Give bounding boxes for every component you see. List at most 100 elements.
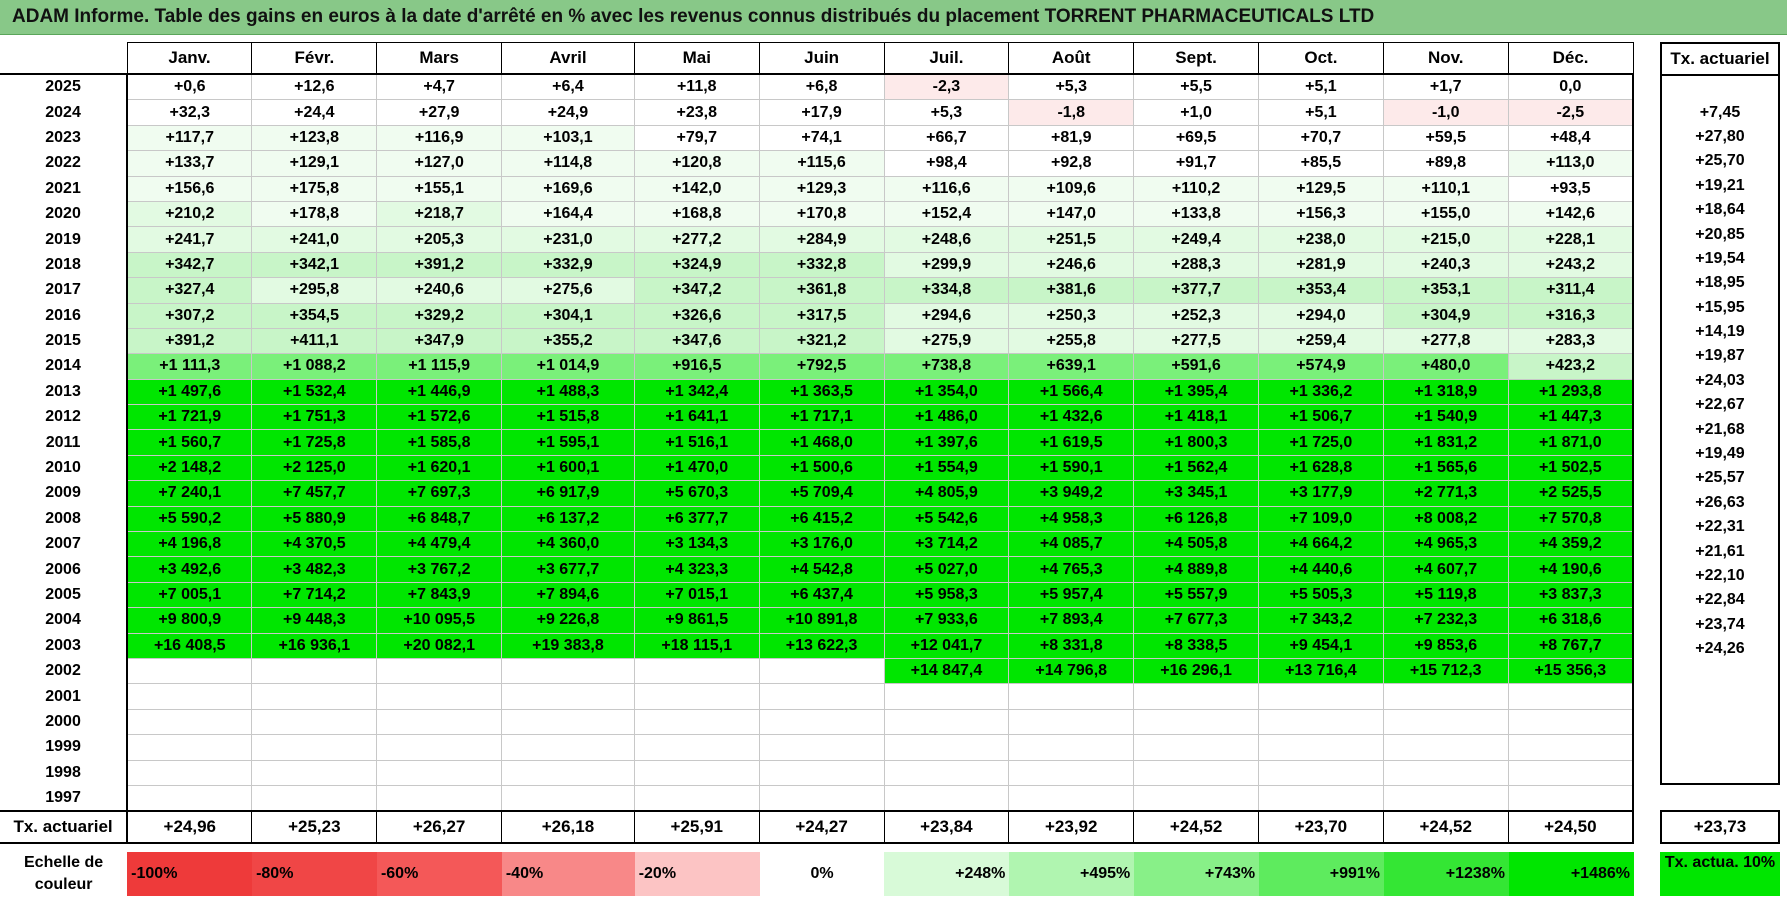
actuarial-rate-cell: +7,45 — [1660, 100, 1780, 125]
gain-cell: +1 590,1 — [1008, 454, 1135, 482]
actuarial-row — [1660, 710, 1780, 735]
gain-cell: +317,5 — [758, 302, 885, 329]
gain-cell — [633, 708, 760, 736]
gain-cell: +6 377,7 — [633, 505, 760, 533]
gain-cell: +142,0 — [633, 175, 760, 202]
gain-cell: +210,2 — [126, 200, 253, 228]
gain-cell: +4 196,8 — [126, 531, 253, 558]
gain-cell: +294,6 — [883, 302, 1010, 329]
gain-cell: +6 917,9 — [501, 480, 635, 507]
gain-cell: +7 697,3 — [376, 480, 503, 507]
gain-cell: +5 557,9 — [1133, 581, 1259, 609]
actuarial-rate-cell — [1660, 685, 1780, 711]
gain-cell: +411,1 — [251, 327, 378, 355]
gain-cell: +354,5 — [251, 302, 378, 329]
footer-label: Tx. actuariel — [0, 810, 129, 844]
gain-cell: +4 370,5 — [251, 531, 378, 558]
gain-cell: +32,3 — [126, 99, 253, 126]
footer-actuarial-cell: +25,91 — [633, 810, 760, 844]
gain-cell: +1 506,7 — [1257, 404, 1384, 431]
actuarial-rate-cell: +18,95 — [1660, 271, 1780, 296]
actuarial-rate-cell: +18,64 — [1660, 197, 1780, 223]
gain-cell: +304,1 — [501, 302, 635, 329]
gain-cell: -2,3 — [883, 74, 1010, 101]
actuarial-rate-cell: +15,95 — [1660, 295, 1780, 320]
gain-cell: +10 095,5 — [376, 607, 503, 634]
gain-cell: +7 005,1 — [126, 581, 253, 609]
gain-cell: +4 479,4 — [376, 531, 503, 558]
gain-cell: +591,6 — [1133, 353, 1259, 380]
gain-cell: +20 082,1 — [376, 632, 503, 659]
actuarial-rate-cell: +21,61 — [1660, 539, 1780, 564]
footer-actuarial-total: +23,73 — [1660, 810, 1780, 844]
actuarial-row: +7,45 — [1660, 100, 1780, 125]
gain-cell: +16 296,1 — [1133, 657, 1259, 685]
footer-actuarial-cell: +26,18 — [501, 810, 635, 844]
actuarial-rate-cell: +19,54 — [1660, 246, 1780, 272]
gain-cell — [1507, 784, 1634, 813]
gain-cell: +1 488,3 — [501, 378, 635, 406]
gain-cell: +347,2 — [633, 277, 760, 304]
footer-actuarial-cell: +24,52 — [1133, 810, 1259, 844]
gain-cell — [251, 683, 378, 710]
gain-cell — [126, 759, 253, 786]
gain-cell: +168,8 — [633, 200, 760, 228]
gain-cell — [501, 657, 635, 685]
gain-cell: +5 542,6 — [883, 505, 1010, 533]
gain-cell — [1382, 759, 1509, 786]
gain-cell: +1 800,3 — [1133, 429, 1259, 456]
gain-cell: +246,6 — [1008, 251, 1135, 279]
actuarial-row: +15,95 — [1660, 295, 1780, 320]
table-row: 2013 +1 497,6 +1 532,4 +1 446,9 +1 488,3 +1 3… — [0, 378, 1634, 406]
gain-cell: +5 590,2 — [126, 505, 253, 533]
gain-cell: +13 716,4 — [1257, 657, 1384, 685]
gain-cell: +1 585,8 — [376, 429, 503, 456]
gain-cell: +7 343,2 — [1257, 607, 1384, 634]
gain-cell: +916,5 — [633, 353, 760, 380]
gain-cell: +1 342,4 — [633, 378, 760, 406]
gain-cell: +332,8 — [758, 251, 885, 279]
gain-cell — [633, 784, 760, 813]
actuarial-rate-cell: +25,70 — [1660, 149, 1780, 174]
gain-cell: +4 505,8 — [1133, 531, 1259, 558]
gain-cell — [501, 734, 635, 761]
gain-cell: +114,8 — [501, 150, 635, 177]
gain-cell: +17,9 — [758, 99, 885, 126]
actuarial-row: +23,74 — [1660, 612, 1780, 637]
gain-cell: +228,1 — [1507, 226, 1634, 253]
table-row: 2000 — [0, 708, 1634, 736]
actuarial-rate-cell: +19,21 — [1660, 173, 1780, 198]
gain-cell: +1 620,1 — [376, 454, 503, 482]
gain-cell: +347,6 — [633, 327, 760, 355]
gain-cell — [758, 683, 885, 710]
gain-cell — [251, 784, 378, 813]
gain-cell: +283,3 — [1507, 327, 1634, 355]
gain-cell — [1257, 784, 1384, 813]
gain-cell: +155,0 — [1382, 200, 1509, 228]
table-row: 2008 +5 590,2 +5 880,9 +6 848,7 +6 137,2 +6 3… — [0, 505, 1634, 533]
year-label: 2011 — [0, 429, 129, 456]
gain-cell: +205,3 — [376, 226, 503, 253]
gain-cell: +4 542,8 — [758, 556, 885, 583]
month-header: Nov. — [1382, 42, 1509, 75]
actuarial-row: +21,68 — [1660, 417, 1780, 442]
gain-cell: +326,6 — [633, 302, 760, 329]
corner-cell — [0, 42, 128, 75]
gain-cell: +639,1 — [1008, 353, 1135, 380]
gain-cell: +218,7 — [376, 200, 503, 228]
gain-cell: +1 560,7 — [126, 429, 253, 456]
year-label: 2005 — [0, 582, 129, 608]
gain-cell: +133,8 — [1133, 200, 1259, 228]
gain-cell: +1 115,9 — [376, 353, 503, 380]
gain-cell — [1507, 759, 1634, 786]
actuarial-rate-column: Tx. actuariel +7,45 +27,80 +25,70 +19,21 +18… — [1660, 42, 1780, 786]
color-scale-swatch: +991% — [1259, 852, 1385, 896]
gain-cell: +16 408,5 — [126, 632, 253, 659]
color-scale-swatch: 0% — [759, 852, 885, 896]
color-scale-actuarial-label: Tx. actua. 10% — [1664, 854, 1776, 871]
gain-cell: -2,5 — [1507, 99, 1634, 126]
month-header: Juil. — [883, 42, 1010, 75]
gain-cell: +1 725,0 — [1257, 429, 1384, 456]
gain-cell — [1008, 708, 1135, 736]
title-bar: ADAM Informe. Table des gains en euros à… — [0, 0, 1787, 35]
